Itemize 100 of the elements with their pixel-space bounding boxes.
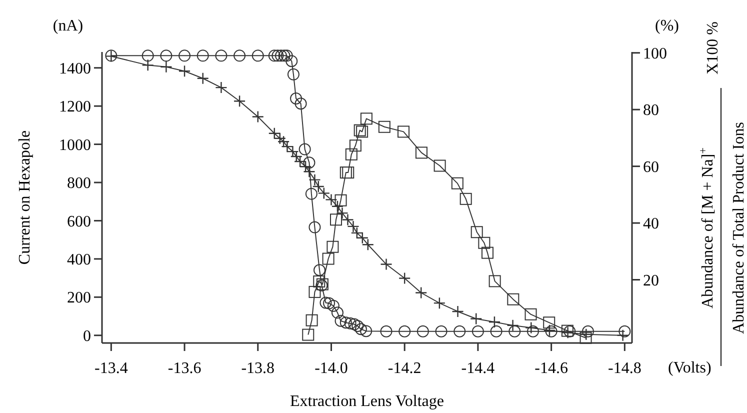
point: [415, 146, 428, 159]
y-tick-label: 200: [67, 290, 91, 307]
point: [488, 275, 501, 288]
point: [303, 156, 316, 169]
point: [308, 221, 321, 234]
point: [434, 160, 446, 172]
x-tick-label: -14.8: [608, 360, 642, 377]
x-tick-label: -13.8: [241, 360, 275, 377]
point: [416, 325, 429, 338]
point: [508, 325, 521, 338]
point: [308, 286, 321, 298]
point: [340, 316, 352, 329]
text: X100 %: [704, 22, 722, 74]
text: (%): [655, 18, 679, 35]
x-tick-label: -14.4: [461, 360, 495, 377]
point: [470, 226, 483, 238]
point: [340, 166, 352, 179]
y-tick-label: 1200: [59, 98, 91, 116]
point: [378, 120, 390, 133]
point: [322, 252, 334, 265]
point: [330, 214, 342, 226]
y2-tick-label: 80: [643, 102, 659, 120]
point: [524, 308, 537, 320]
text: Abundance of Total Product Ions: [730, 122, 747, 334]
point: [543, 316, 556, 329]
point: [380, 325, 392, 338]
point: [306, 314, 318, 326]
point: [142, 50, 154, 62]
point: [233, 95, 246, 108]
point: [278, 50, 290, 62]
x-axis-title: Extraction Lens Voltage: [290, 393, 444, 410]
point: [268, 50, 280, 62]
x-tick-label: -14.0: [314, 360, 348, 377]
point: [352, 320, 364, 332]
point: [342, 166, 354, 179]
point: [356, 126, 368, 138]
point: [348, 318, 360, 330]
point: [398, 325, 411, 338]
point: [313, 275, 326, 288]
text: (Volts): [668, 360, 712, 377]
point: [215, 50, 228, 62]
point: [290, 92, 302, 105]
point: [334, 194, 347, 206]
y-tick-label: 800: [67, 175, 91, 192]
y2-tick-label: 100: [643, 45, 667, 62]
point: [302, 328, 314, 341]
point: [294, 98, 307, 110]
point: [287, 68, 300, 80]
point: [234, 50, 246, 62]
point: [460, 192, 472, 205]
point: [298, 143, 311, 156]
point: [354, 323, 367, 336]
point: [451, 177, 464, 190]
point: [481, 246, 494, 259]
y-axis-title: Current on Hexapole: [16, 130, 34, 265]
point: [160, 50, 172, 62]
point: [252, 50, 264, 62]
point: [618, 325, 631, 338]
y-tick-label: 1000: [59, 136, 91, 154]
point: [326, 240, 339, 253]
point: [349, 140, 362, 152]
point: [331, 306, 344, 319]
point: [327, 300, 340, 312]
point: [274, 50, 287, 62]
point: [323, 297, 336, 310]
x-tick-label: -13.4: [94, 360, 128, 377]
point: [314, 264, 326, 276]
point: [334, 314, 347, 327]
point: [397, 126, 410, 138]
x-tick-label: -13.6: [168, 360, 202, 377]
point: [507, 293, 520, 306]
y-tick-label: 0: [83, 328, 91, 345]
point: [360, 325, 372, 338]
point: [344, 317, 356, 330]
point: [526, 325, 539, 338]
point: [580, 332, 592, 344]
y-tick-label: 600: [67, 213, 91, 230]
point: [435, 325, 448, 338]
y2-tick-label: 20: [643, 272, 659, 290]
point: [286, 55, 298, 68]
point: [490, 325, 502, 338]
text: (nA): [52, 18, 84, 35]
point: [360, 112, 372, 125]
point: [478, 236, 490, 249]
point: [272, 50, 284, 62]
point: [472, 325, 484, 338]
point: [354, 124, 366, 136]
point: [280, 50, 293, 62]
point: [196, 50, 209, 62]
point: [345, 148, 358, 160]
x-tick-label: -14.6: [534, 360, 568, 377]
point: [582, 325, 594, 338]
y2-tick-label: 60: [643, 158, 659, 176]
point: [305, 188, 318, 200]
x-tick-label: -14.2: [388, 360, 422, 377]
point: [320, 296, 332, 309]
point: [178, 50, 191, 62]
y2-tick-label: 40: [643, 216, 659, 233]
y-tick-label: 400: [67, 252, 91, 269]
point: [454, 325, 466, 338]
